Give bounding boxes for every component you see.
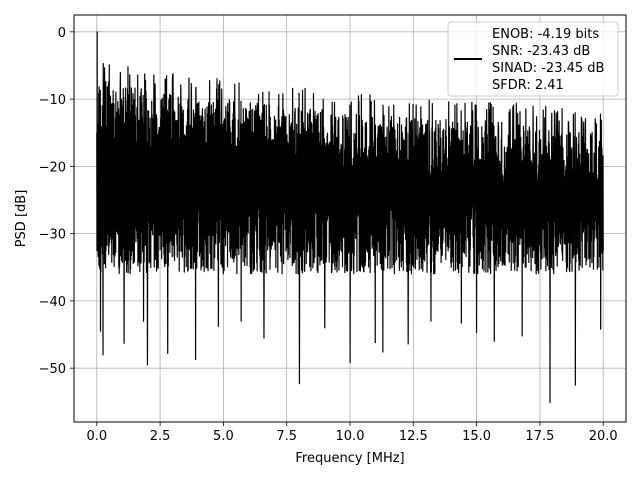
legend-snr: SNR: -23.43 dB <box>492 44 590 59</box>
axis-ticks: 0.0 2.5 5.0 7.5 10.0 12.5 15.0 17.5 20.0 0 −10 −20 −… <box>39 26 618 444</box>
x-tick-label-0: 0.0 <box>86 429 107 444</box>
y-tick-label-1: −10 <box>39 93 66 108</box>
y-tick-label-0: 0 <box>58 26 66 41</box>
x-tick-label-6: 15.0 <box>462 429 491 444</box>
x-tick-label-1: 2.5 <box>150 429 171 444</box>
psd-line <box>96 31 604 404</box>
series-psd <box>96 31 604 404</box>
y-tick-label-5: −50 <box>39 362 66 377</box>
legend-enob: ENOB: -4.19 bits <box>492 27 599 42</box>
y-tick-label-3: −30 <box>39 228 66 243</box>
x-tick-label-3: 7.5 <box>276 429 297 444</box>
legend-sinad: SINAD: -23.45 dB <box>492 61 604 76</box>
legend-box <box>447 21 619 97</box>
x-tick-label-5: 12.5 <box>399 429 428 444</box>
y-axis-label: PSD [dB] <box>14 190 29 248</box>
x-tick-label-8: 20.0 <box>589 429 618 444</box>
y-tick-label-4: −40 <box>39 295 66 310</box>
x-axis-label: Frequency [MHz] <box>295 451 404 466</box>
x-tick-label-7: 17.5 <box>525 429 554 444</box>
x-tick-label-4: 10.0 <box>336 429 365 444</box>
legend-sfdr: SFDR: 2.41 <box>492 78 564 93</box>
x-tick-label-2: 5.0 <box>213 429 234 444</box>
legend: ENOB: -4.19 bits SNR: -23.43 dB SINAD: -… <box>447 21 619 97</box>
y-tick-label-2: −20 <box>39 160 66 175</box>
